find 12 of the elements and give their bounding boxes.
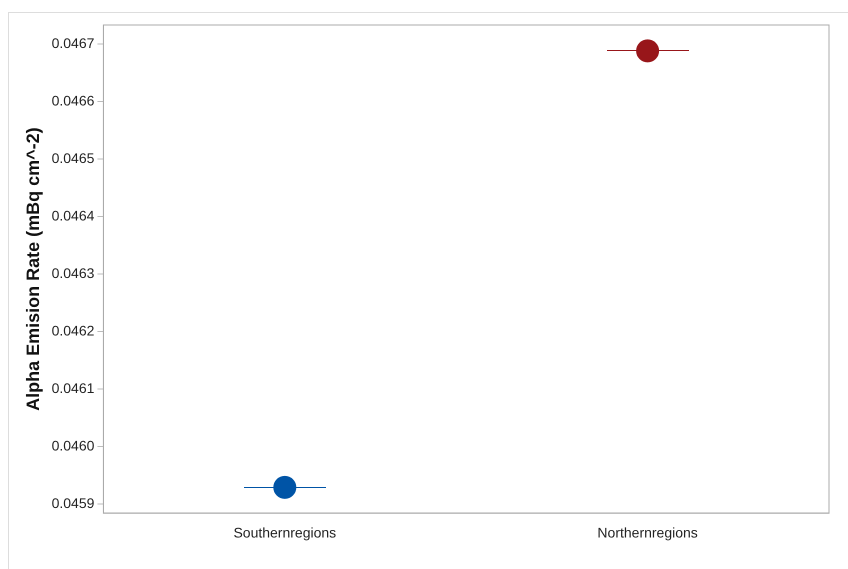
y-tick-label: 0.0463	[52, 264, 95, 281]
y-tick-label: 0.0461	[52, 380, 95, 396]
y-tick-label: 0.0459	[52, 494, 95, 511]
x-tick-label: Southernregions	[233, 524, 336, 540]
y-tick-label: 0.0462	[52, 322, 95, 338]
y-tick-label: 0.0466	[52, 92, 95, 108]
y-tick-label: 0.0464	[52, 207, 95, 224]
y-tick-label: 0.0467	[52, 34, 95, 51]
x-tick-label: Northernregions	[597, 524, 698, 540]
y-axis-title: Alpha Emision Rate (mBq cm^-2)	[22, 127, 43, 411]
y-tick-label: 0.0460	[52, 437, 95, 454]
y-tick-label: 0.0465	[52, 150, 95, 166]
